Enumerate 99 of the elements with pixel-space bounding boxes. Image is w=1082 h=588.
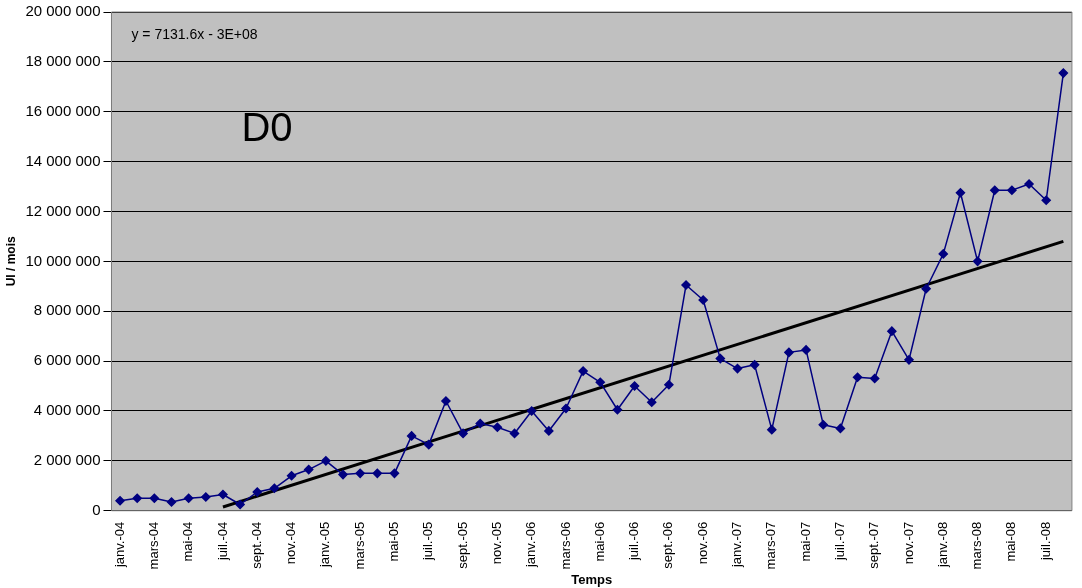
y-axis-title: UI / mois (3, 236, 18, 287)
point (183, 493, 194, 504)
x-tick-label: janv.-07 (729, 521, 745, 569)
annotation: D0 (241, 105, 293, 150)
x-tick-label: mai-06 (591, 521, 607, 562)
point (372, 468, 383, 479)
y-tick-label: 4 000 000 (33, 401, 101, 419)
point (406, 431, 417, 441)
point (166, 497, 177, 507)
x-tick-label: nov.-05 (488, 521, 504, 565)
point (784, 347, 794, 358)
point (218, 489, 228, 500)
x-tick-label: mars-07 (763, 521, 779, 570)
point (509, 428, 520, 439)
x-tick-label: mars-06 (557, 521, 573, 570)
x-tick-label: mars-08 (969, 521, 985, 570)
x-tick-label: sept.-07 (866, 521, 882, 569)
x-tick-label: janv.-04 (111, 521, 127, 569)
x-tick-label: sept.-04 (248, 521, 264, 569)
point (955, 188, 966, 198)
point (767, 424, 777, 435)
point (201, 492, 211, 502)
point (321, 456, 331, 466)
y-tick-label: 0 (92, 500, 101, 518)
x-tick-label: nov.-04 (283, 521, 299, 565)
y-tick-label: 20 000 000 (25, 2, 101, 20)
point (835, 423, 846, 434)
y-tick-label: 6 000 000 (33, 351, 101, 369)
point (938, 249, 949, 259)
point (1058, 68, 1069, 78)
x-tick-label: juil.-04 (214, 521, 230, 562)
point (749, 360, 760, 370)
x-tick-label: mai-08 (1003, 521, 1019, 562)
point (424, 439, 434, 450)
point (149, 493, 160, 504)
point (972, 256, 983, 267)
y-tick-label: 10 000 000 (25, 251, 101, 269)
x-axis-title: Temps (571, 571, 613, 587)
point (732, 363, 743, 374)
point (441, 396, 451, 406)
point (818, 419, 828, 430)
x-tick-label: nov.-07 (900, 521, 916, 565)
point (1007, 185, 1017, 196)
y-tick-label: 14 000 000 (25, 151, 101, 169)
point (252, 487, 263, 497)
x-tick-label: juil.-05 (420, 521, 436, 562)
point (801, 345, 811, 355)
point (715, 353, 726, 364)
point (355, 468, 365, 479)
x-tick-label: mars-05 (351, 521, 367, 570)
x-tick-label: janv.-08 (934, 521, 950, 569)
x-tick-label: mai-04 (180, 521, 196, 562)
x-tick-label: mars-04 (145, 521, 161, 570)
point (887, 326, 897, 336)
point (269, 483, 280, 494)
x-tick-label: juil.-07 (831, 521, 847, 562)
annotation: y = 7131.6x - 3E+08 (131, 25, 258, 42)
point (1041, 195, 1051, 206)
point (664, 380, 674, 390)
point (1024, 179, 1034, 189)
point (612, 404, 623, 415)
y-tick-label: 16 000 000 (25, 101, 101, 119)
point (578, 366, 588, 376)
point (698, 295, 708, 305)
point (458, 428, 468, 439)
point (561, 403, 571, 414)
point (904, 355, 914, 365)
point (132, 493, 142, 504)
point (338, 469, 348, 480)
point (389, 468, 400, 479)
point (646, 397, 657, 407)
point (303, 464, 314, 475)
y-tick-label: 18 000 000 (25, 52, 101, 70)
point (526, 406, 537, 416)
point (921, 284, 931, 294)
x-tick-label: sept.-06 (660, 521, 676, 569)
point (492, 422, 503, 432)
point (544, 426, 554, 436)
x-tick-label: mai-07 (797, 521, 813, 562)
x-tick-label: nov.-06 (694, 521, 710, 565)
point (990, 185, 1000, 196)
y-tick-label: 8 000 000 (33, 301, 101, 319)
point (852, 372, 863, 383)
point (869, 373, 880, 384)
x-tick-label: janv.-06 (523, 521, 539, 569)
point (115, 496, 125, 506)
point (681, 280, 691, 290)
x-tick-label: sept.-05 (454, 521, 470, 569)
y-tick-label: 2 000 000 (33, 450, 101, 468)
point (475, 418, 485, 429)
x-tick-label: juil.-06 (626, 521, 642, 562)
x-tick-label: juil.-08 (1037, 521, 1053, 562)
point (595, 377, 606, 388)
point (629, 381, 640, 391)
x-tick-label: janv.-05 (317, 521, 333, 569)
y-tick-label: 12 000 000 (25, 201, 101, 219)
point (235, 499, 245, 510)
x-tick-label: mai-05 (386, 521, 402, 562)
point (286, 471, 297, 481)
